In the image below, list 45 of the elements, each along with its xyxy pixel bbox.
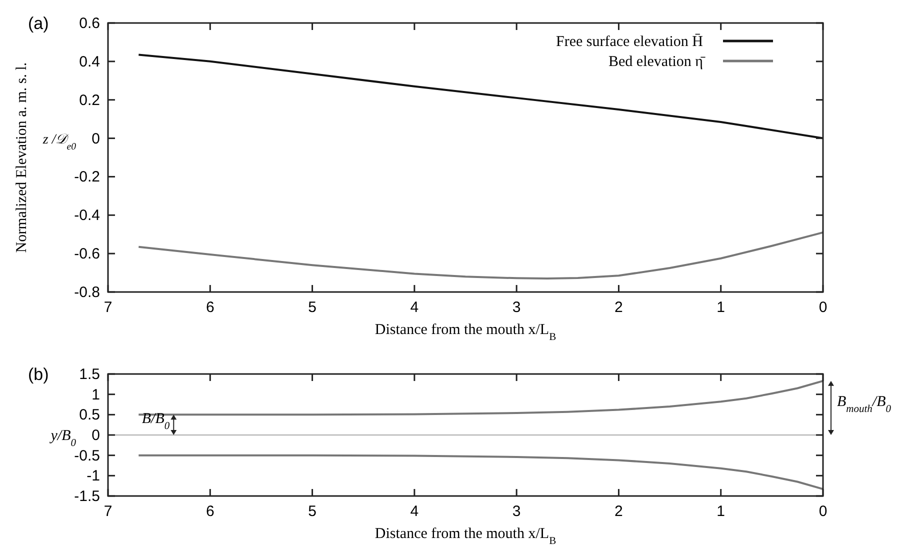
y-tick-label: 1 [92, 386, 100, 404]
y-axis-title: y/B$_{0}$ [48, 428, 77, 448]
x-tick-label: 1 [716, 503, 726, 520]
x-tick-label: 4 [410, 299, 419, 316]
y-tick-label: -0.8 [74, 284, 100, 301]
x-tick-label: 1 [716, 299, 726, 316]
x-tick-label: 2 [614, 299, 623, 316]
y-tick-label: -0.6 [74, 246, 100, 263]
line-series [138, 54, 824, 140]
text: B$_{mouth}$/B$_{0}$ [837, 394, 892, 414]
y-tick-label: 1.5 [79, 366, 100, 383]
legend-label: Bed elevation η̄ [608, 54, 706, 70]
x-tick-label: 5 [308, 299, 316, 316]
annotation: B/B$_{0}$ [142, 410, 170, 432]
y-tick-label: 0.6 [79, 15, 100, 32]
y-tick-label: 0 [92, 427, 100, 444]
chart-title: (b) [28, 365, 49, 384]
x-tick-label: 7 [104, 299, 112, 316]
y-tick-label: -1.5 [74, 488, 100, 505]
y-tick-label: 0 [92, 130, 100, 148]
x-tick-label: 7 [104, 503, 112, 520]
legend-label: Free surface elevation H̄ [556, 33, 704, 50]
x-tick-label: 0 [818, 299, 828, 316]
y-tick-label: 0.2 [79, 92, 100, 109]
x-tick-label: 3 [512, 503, 521, 520]
x-tick-label: 6 [206, 503, 214, 520]
y-tick-label: 0.4 [79, 53, 100, 70]
x-tick-label: 2 [614, 503, 623, 520]
x-tick-label: 3 [512, 299, 521, 316]
line-series [138, 231, 824, 280]
line-series [138, 454, 824, 490]
x-tick-label: 6 [206, 299, 214, 316]
x-axis-title: Distance from the mouth x/L$_{B}$ [374, 526, 556, 546]
x-tick-label: 0 [818, 503, 828, 520]
text: z /𝒟$_{e0}$ [42, 132, 76, 152]
x-axis-title: Distance from the mouth x/L$_{B}$ [374, 322, 556, 342]
y-tick-label: -0.4 [74, 207, 100, 224]
x-tick-label: 5 [308, 503, 316, 520]
x-tick-label: 4 [410, 503, 419, 520]
y-tick-label: -0.2 [74, 168, 100, 186]
y-tick-label: -1 [86, 468, 100, 485]
y-tick-label: 0.5 [79, 406, 100, 424]
y-tick-label: -0.5 [74, 447, 100, 464]
chart-title: (a) [28, 14, 49, 33]
y-axis-title: Normalized Elevation a. m. s. l. [14, 62, 30, 253]
